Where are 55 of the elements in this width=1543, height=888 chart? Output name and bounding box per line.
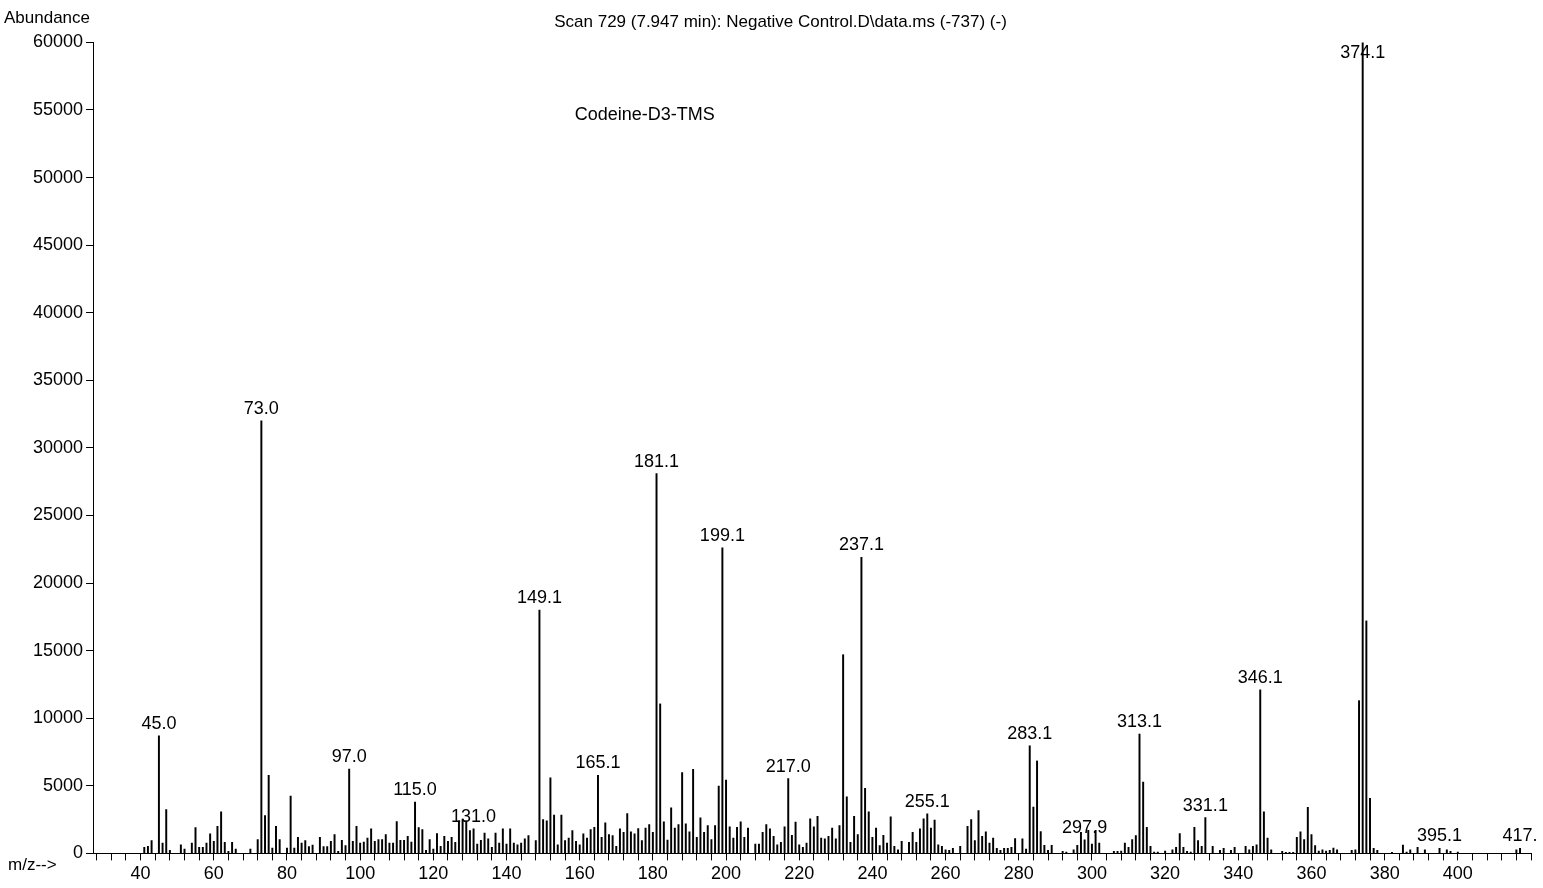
annotation: 181.1 bbox=[634, 450, 680, 471]
x-tick-label: 400 bbox=[1442, 863, 1473, 884]
y-tick-label: 25000 bbox=[32, 504, 84, 525]
y-tick-label: 50000 bbox=[32, 166, 84, 187]
y-tick-label: 15000 bbox=[32, 639, 84, 660]
annotation: 237.1 bbox=[838, 534, 884, 555]
x-tick-label: 140 bbox=[491, 863, 522, 884]
y-tick-label: 35000 bbox=[32, 369, 84, 390]
x-tick-label: 120 bbox=[418, 863, 449, 884]
x-axis-title: m/z--> bbox=[8, 855, 57, 875]
y-axis-title: Abundance bbox=[4, 8, 91, 28]
y-tick-label: 30000 bbox=[32, 436, 84, 457]
annotation: 115.0 bbox=[393, 779, 437, 800]
x-tick-label: 380 bbox=[1369, 863, 1400, 884]
x-tick-label: 240 bbox=[857, 863, 888, 884]
y-tick-label: 45000 bbox=[32, 234, 84, 255]
x-tick-label: 340 bbox=[1223, 863, 1254, 884]
annotation: 45.0 bbox=[141, 712, 177, 733]
chart-title: Scan 729 (7.947 min): Negative Control.D\data.ms (-737) (-) bbox=[554, 11, 1007, 31]
x-tick-label: 320 bbox=[1150, 863, 1181, 884]
annotation: 97.0 bbox=[331, 746, 367, 767]
x-tick-label: 200 bbox=[711, 863, 742, 884]
annotation: 395.1 bbox=[1417, 825, 1463, 846]
x-tick-label: 100 bbox=[345, 863, 376, 884]
annotation: 131.0 bbox=[451, 805, 497, 826]
y-tick-label: 20000 bbox=[32, 572, 84, 593]
annotation: 255.1 bbox=[904, 790, 950, 811]
x-tick-label: 180 bbox=[637, 863, 668, 884]
annotation: Codeine-D3-TMS bbox=[574, 104, 715, 125]
annotation: 346.1 bbox=[1237, 666, 1283, 687]
y-tick-label: 40000 bbox=[32, 301, 84, 322]
annotation: 313.1 bbox=[1116, 711, 1163, 732]
x-tick-label: 160 bbox=[564, 863, 595, 884]
annotation: 149.1 bbox=[516, 587, 562, 608]
annotation: 297.9 bbox=[1062, 816, 1108, 837]
annotation: 165.1 bbox=[575, 752, 621, 773]
y-tick-label: 5000 bbox=[43, 774, 84, 795]
x-tick-label: 280 bbox=[1003, 863, 1034, 884]
annotation: 331.1 bbox=[1182, 794, 1228, 815]
x-tick-label: 220 bbox=[784, 863, 815, 884]
annotation: 73.0 bbox=[243, 397, 279, 418]
annotation: 199.1 bbox=[699, 524, 745, 545]
x-tick-label: 360 bbox=[1296, 863, 1327, 884]
x-tick-label: 40 bbox=[130, 863, 151, 884]
y-tick-label: 10000 bbox=[32, 707, 84, 728]
x-tick-label: 300 bbox=[1076, 863, 1107, 884]
annotation: 217.0 bbox=[765, 755, 811, 776]
annotation: 283.1 bbox=[1007, 722, 1053, 743]
y-tick-label: 55000 bbox=[32, 98, 84, 119]
y-tick-label: 0 bbox=[73, 842, 84, 863]
x-tick-label: 80 bbox=[276, 863, 297, 884]
x-tick-label: 260 bbox=[930, 863, 961, 884]
x-tick-label: 60 bbox=[203, 863, 224, 884]
y-tick-label: 60000 bbox=[32, 31, 84, 52]
annotation: 417. bbox=[1502, 825, 1538, 846]
